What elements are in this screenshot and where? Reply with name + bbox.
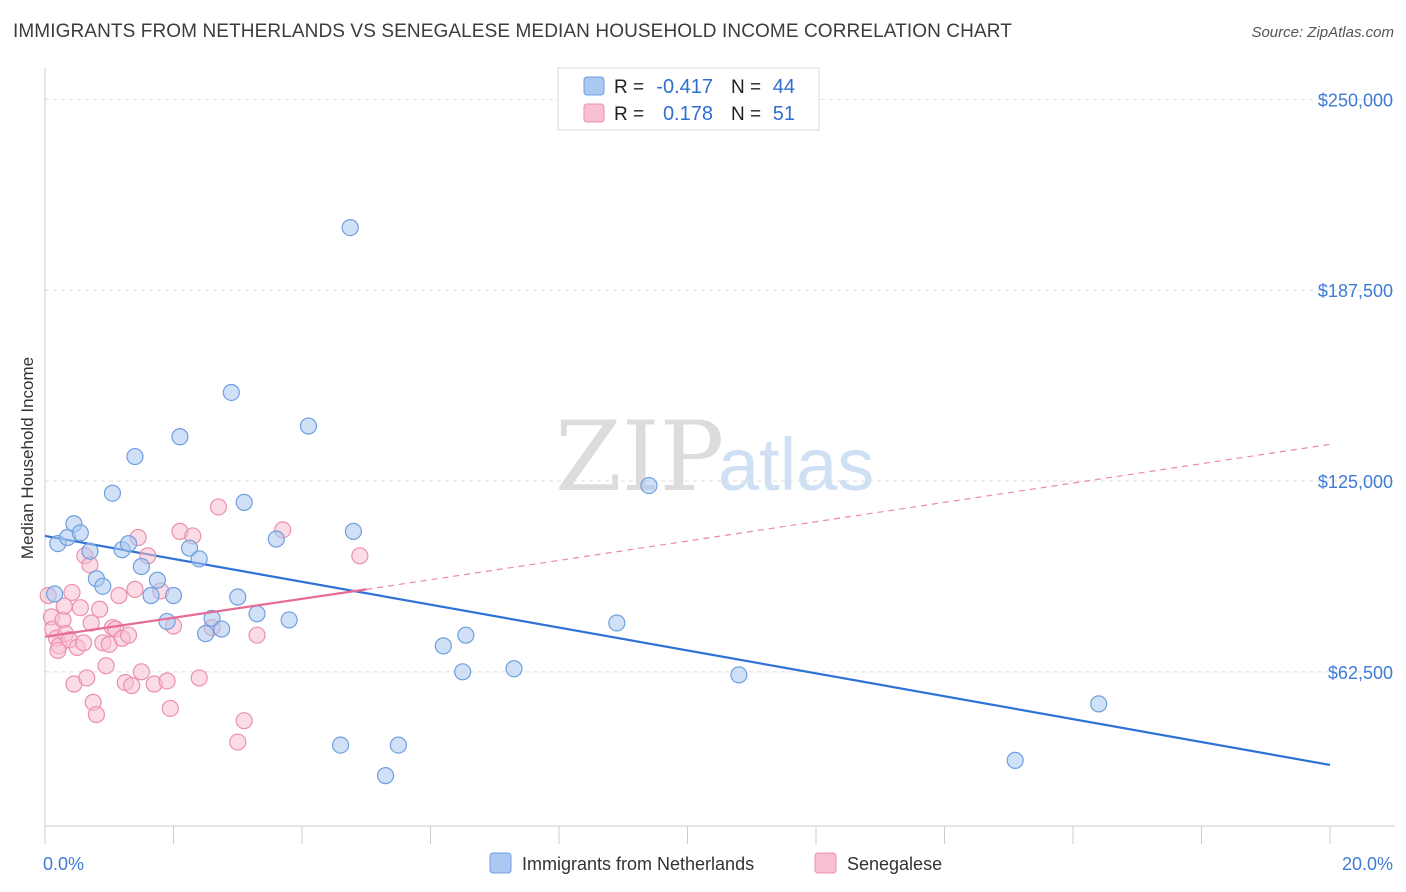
point-netherlands <box>454 663 472 681</box>
point-senegalese <box>248 626 266 644</box>
point-senegalese <box>97 657 115 675</box>
stats-r-label-senegalese: R = <box>614 104 644 125</box>
watermark-zip: ZIP <box>555 401 724 513</box>
trend-line-senegalese <box>44 588 367 638</box>
point-netherlands <box>235 493 253 511</box>
point-senegalese <box>190 669 208 687</box>
point-senegalese <box>126 580 144 598</box>
point-senegalese <box>110 586 128 605</box>
x-tick-label-max: 20.0% <box>1342 854 1393 874</box>
point-netherlands <box>142 586 160 605</box>
point-netherlands <box>81 542 99 560</box>
point-netherlands <box>341 219 359 237</box>
point-netherlands <box>119 534 138 553</box>
point-senegalese <box>74 634 93 652</box>
point-netherlands <box>148 571 167 589</box>
point-senegalese <box>229 733 247 751</box>
legend-label-netherlands: Immigrants from Netherlands <box>522 854 754 874</box>
stats-r-value-senegalese: 0.178 <box>663 103 713 125</box>
point-netherlands <box>197 625 215 643</box>
point-netherlands <box>103 484 122 502</box>
point-netherlands <box>505 660 523 678</box>
x-tick-label-min: 0.0% <box>43 854 84 874</box>
gridlines <box>45 98 1395 673</box>
point-netherlands <box>222 383 240 402</box>
axes <box>44 68 1395 844</box>
point-senegalese <box>158 672 176 690</box>
point-senegalese <box>49 641 67 660</box>
point-netherlands <box>94 577 112 595</box>
stats-r-label-netherlands: R = <box>614 77 644 98</box>
stats-swatch-senegalese <box>583 103 605 123</box>
stats-r-value-netherlands: -0.417 <box>656 76 713 98</box>
trend-line-netherlands <box>44 534 1331 767</box>
point-senegalese <box>132 663 150 681</box>
point-netherlands <box>132 557 150 576</box>
point-netherlands <box>376 767 395 785</box>
point-senegalese <box>78 669 96 687</box>
series-legend: Immigrants from Netherlands Senegalese <box>489 852 942 874</box>
x-tick-labels: 0.0% 20.0% <box>43 854 1393 874</box>
y-tick-labels: $62,500 $125,000 $187,500 $250,000 <box>1318 90 1393 682</box>
point-netherlands <box>213 620 231 638</box>
point-senegalese <box>161 699 179 718</box>
point-senegalese <box>351 547 369 565</box>
point-netherlands <box>1090 695 1108 713</box>
chart-title: IMMIGRANTS FROM NETHERLANDS VS SENEGALES… <box>13 21 1012 42</box>
watermark-atlas: atlas <box>718 423 874 506</box>
y-tick-label: $250,000 <box>1318 90 1393 110</box>
point-netherlands <box>126 447 144 466</box>
point-senegalese <box>235 712 253 730</box>
stats-n-value-senegalese: 51 <box>773 103 795 125</box>
y-tick-label: $62,500 <box>1328 663 1393 683</box>
stats-n-label-senegalese: N = <box>731 104 761 125</box>
source-note: Source: ZipAtlas.com <box>1251 24 1394 41</box>
point-netherlands <box>248 605 266 623</box>
point-senegalese <box>63 583 81 602</box>
trend-line-senegalese-extrapolated <box>366 443 1331 590</box>
y-tick-label: $187,500 <box>1318 281 1393 301</box>
point-netherlands <box>190 550 208 568</box>
point-netherlands <box>171 428 189 446</box>
stats-n-value-netherlands: 44 <box>773 76 795 98</box>
point-netherlands <box>203 609 221 627</box>
point-netherlands <box>71 524 89 542</box>
point-netherlands <box>180 539 199 557</box>
point-netherlands <box>331 736 350 754</box>
legend-label-senegalese: Senegalese <box>847 854 942 874</box>
legend-swatch-senegalese <box>814 852 837 874</box>
y-axis-title: Median Household Income <box>18 357 37 559</box>
point-netherlands <box>299 417 318 435</box>
point-netherlands <box>280 611 298 629</box>
point-netherlands <box>640 476 658 495</box>
point-netherlands <box>158 612 176 631</box>
point-netherlands <box>267 530 285 548</box>
point-netherlands <box>389 736 407 754</box>
point-netherlands <box>46 585 64 603</box>
point-netherlands <box>1006 751 1024 769</box>
legend-swatch-netherlands <box>489 852 512 874</box>
point-senegalese <box>119 626 138 644</box>
point-netherlands <box>344 522 362 540</box>
stats-n-label-netherlands: N = <box>731 77 761 98</box>
trend-lines <box>44 443 1331 767</box>
point-netherlands <box>730 666 748 684</box>
point-netherlands <box>457 626 475 644</box>
point-senegalese <box>91 600 109 618</box>
point-netherlands <box>608 614 626 632</box>
y-tick-label: $125,000 <box>1318 472 1393 492</box>
data-points <box>39 219 1108 785</box>
point-netherlands <box>229 588 247 606</box>
point-netherlands <box>164 586 183 605</box>
watermark: ZIP atlas <box>555 401 874 513</box>
point-netherlands <box>434 637 452 655</box>
stats-swatch-netherlands <box>583 76 605 96</box>
stats-legend: R = -0.417 N = 44 R = 0.178 N = 51 <box>557 67 820 131</box>
point-senegalese <box>209 498 228 516</box>
point-senegalese <box>87 705 106 724</box>
point-senegalese <box>123 676 141 695</box>
point-senegalese <box>71 599 89 617</box>
